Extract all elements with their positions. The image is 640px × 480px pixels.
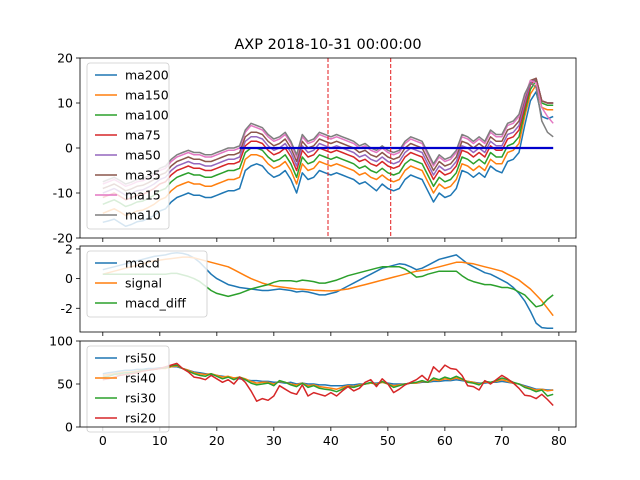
legend-label: ma35 xyxy=(125,168,161,183)
plot-area xyxy=(102,58,554,238)
x-tick-label: 30 xyxy=(266,433,282,448)
x-tick-label: 80 xyxy=(551,433,567,448)
legend-label: ma150 xyxy=(125,88,169,103)
series-line-ma150 xyxy=(102,84,554,217)
series-line-ma100 xyxy=(102,79,554,208)
legend-label: signal xyxy=(125,276,162,291)
legend-box xyxy=(86,345,170,433)
y-tick-label: 0 xyxy=(65,141,73,156)
legend-label: ma15 xyxy=(125,188,161,203)
legend-label: rsi20 xyxy=(125,411,156,426)
y-tick-label: -2 xyxy=(61,301,73,316)
y-tick-label: 2 xyxy=(65,241,73,256)
x-tick-label: 60 xyxy=(437,433,453,448)
moving-averages-panel: -20 -10 0 10 20 ma200 ma150 ma100 ma75 ma50 ma35 ma… xyxy=(53,51,577,246)
y-tick-label: 0 xyxy=(65,271,73,286)
rsi-panel: 0 50 100 0 10 20 30 40 50 60 70 80 rsi50 rsi40 rsi30 rs… xyxy=(49,334,577,448)
series-line-rsi30 xyxy=(102,364,554,397)
x-tick-label: 10 xyxy=(152,433,168,448)
y-tick-label: 20 xyxy=(57,51,73,66)
x-tick-label: 20 xyxy=(209,433,225,448)
y-tick-label: 10 xyxy=(57,96,73,111)
legend-box xyxy=(86,250,208,318)
legend-label: macd xyxy=(125,256,160,271)
legend-label: macd_diff xyxy=(125,296,186,311)
legend-label: ma75 xyxy=(125,128,161,143)
plot-area xyxy=(102,362,554,407)
y-tick-label: 50 xyxy=(57,377,73,392)
x-tick-label: 0 xyxy=(99,433,107,448)
macd-panel: -2 0 2 macd signal macd_diff xyxy=(61,241,577,336)
series-line-ma10 xyxy=(102,82,554,185)
legend-label: ma100 xyxy=(125,108,169,123)
axes-frame xyxy=(79,57,577,239)
x-tick-label: 50 xyxy=(380,433,396,448)
legend-label: ma50 xyxy=(125,148,161,163)
legend-label: ma200 xyxy=(125,68,169,83)
x-tick-label: 70 xyxy=(494,433,510,448)
legend-label: ma10 xyxy=(125,208,161,223)
y-tick-label: 0 xyxy=(65,420,73,435)
y-tick-label: -20 xyxy=(53,231,73,246)
series-line-rsi20 xyxy=(102,362,554,407)
legend-label: rsi40 xyxy=(125,371,156,386)
axes-frame xyxy=(79,245,577,333)
legend-label: rsi50 xyxy=(125,351,156,366)
y-tick-label: 100 xyxy=(49,334,73,349)
legend-label: rsi30 xyxy=(125,391,156,406)
chart-title: AXP 2018-10-31 00:00:00 xyxy=(234,37,421,53)
axes-frame xyxy=(79,340,577,428)
x-tick-label: 40 xyxy=(323,433,339,448)
legend-box xyxy=(86,62,170,230)
y-tick-label: -10 xyxy=(53,186,73,201)
